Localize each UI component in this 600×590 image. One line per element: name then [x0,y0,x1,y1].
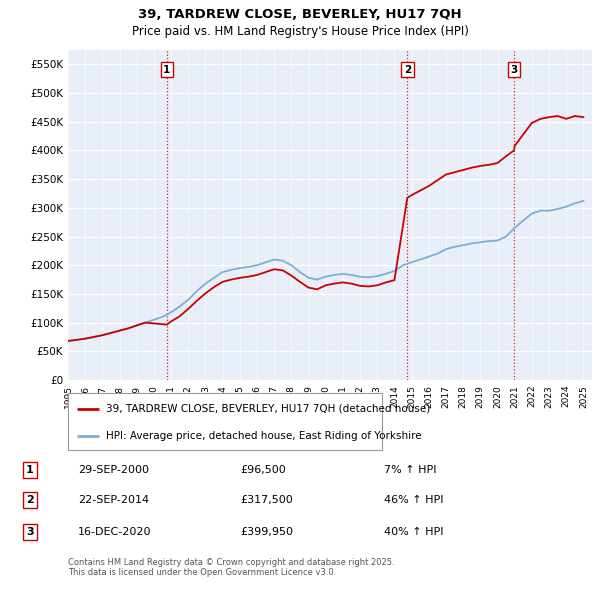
Text: Price paid vs. HM Land Registry's House Price Index (HPI): Price paid vs. HM Land Registry's House … [131,25,469,38]
Text: 3: 3 [26,527,34,537]
Text: 46% ↑ HPI: 46% ↑ HPI [384,495,443,505]
Text: 7% ↑ HPI: 7% ↑ HPI [384,465,437,475]
Text: 16-DEC-2020: 16-DEC-2020 [78,527,151,537]
Text: 29-SEP-2000: 29-SEP-2000 [78,465,149,475]
Text: 39, TARDREW CLOSE, BEVERLEY, HU17 7QH (detached house): 39, TARDREW CLOSE, BEVERLEY, HU17 7QH (d… [106,404,430,414]
Text: 22-SEP-2014: 22-SEP-2014 [78,495,149,505]
Text: £399,950: £399,950 [240,527,293,537]
Text: HPI: Average price, detached house, East Riding of Yorkshire: HPI: Average price, detached house, East… [106,431,421,441]
Text: 2: 2 [26,495,34,505]
Text: 1: 1 [163,65,170,75]
Text: 40% ↑ HPI: 40% ↑ HPI [384,527,443,537]
FancyBboxPatch shape [68,393,382,450]
Text: 2: 2 [404,65,411,75]
Text: 1: 1 [26,465,34,475]
Text: 39, TARDREW CLOSE, BEVERLEY, HU17 7QH: 39, TARDREW CLOSE, BEVERLEY, HU17 7QH [138,8,462,21]
Text: £96,500: £96,500 [240,465,286,475]
Text: Contains HM Land Registry data © Crown copyright and database right 2025.
This d: Contains HM Land Registry data © Crown c… [68,558,395,578]
Text: 3: 3 [511,65,518,75]
Text: £317,500: £317,500 [240,495,293,505]
